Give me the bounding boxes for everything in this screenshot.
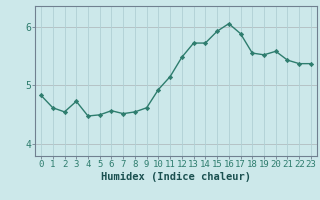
X-axis label: Humidex (Indice chaleur): Humidex (Indice chaleur) <box>101 172 251 182</box>
